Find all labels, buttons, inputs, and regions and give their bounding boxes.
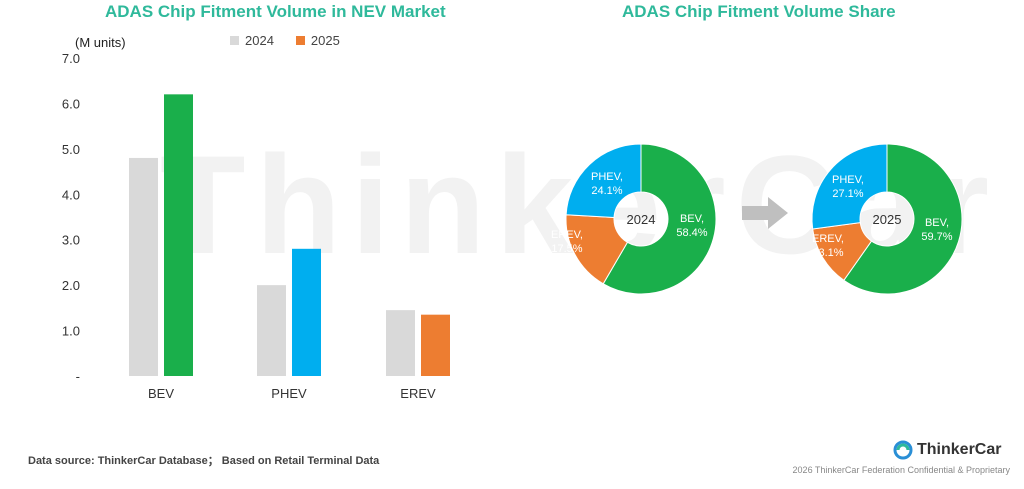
slice-label: BEV,	[680, 213, 704, 225]
x-tick-label: BEV	[148, 386, 174, 401]
slice-value-label: 58.4%	[676, 227, 707, 239]
y-tick-label: 5.0	[62, 142, 80, 157]
donut-slice-bev-2025	[843, 143, 963, 295]
bar-erev-2024	[386, 310, 415, 376]
y-tick-label: 2.0	[62, 278, 80, 293]
slice-value-label: 24.1%	[591, 185, 622, 197]
legend-label-2025: 2025	[310, 33, 340, 48]
pie-chart-title: ADAS Chip Fitment Volume Share	[622, 2, 896, 21]
bar-phev-2025	[292, 248, 321, 376]
footer-confidential: 2026 ThinkerCar Federation Confidential …	[792, 465, 1010, 475]
donut-charts: BEV, 58.4% EREV, 17.5% PHEV, 24.1% 2024 BEV, 59.…	[551, 143, 963, 295]
y-tick-label: 6.0	[62, 96, 80, 111]
donut-slice-erev-2024	[565, 214, 629, 285]
bar-chart-title: ADAS Chip Fitment Volume in NEV Market	[105, 2, 446, 21]
slice-label: BEV,	[925, 217, 949, 229]
logo-mark-icon	[893, 440, 913, 460]
y-tick-label: 4.0	[62, 187, 80, 202]
bar-erev-2025	[421, 314, 450, 376]
bar-bev-2024	[129, 157, 158, 376]
slice-value-label: 13.1%	[812, 247, 843, 259]
bar-chart: - 1.0 2.0 3.0 4.0 5.0 6.0 7.0 BEV PHEV EREV	[62, 51, 450, 401]
bar-phev-2024	[257, 285, 286, 376]
bar-bev-2025	[164, 94, 193, 376]
y-tick-label: -	[76, 369, 80, 384]
legend-swatch-2025	[295, 36, 305, 45]
slice-label: EREV,	[812, 233, 844, 245]
arrow-right-icon	[742, 197, 788, 229]
slice-label: EREV,	[551, 229, 583, 241]
y-tick-label: 1.0	[62, 324, 80, 339]
y-tick-label: 7.0	[62, 51, 80, 66]
logo-text: ThinkerCar	[917, 441, 1002, 458]
slice-label: PHEV,	[591, 171, 623, 183]
donut-center-label: 2024	[627, 212, 656, 227]
donut-center-label: 2025	[873, 212, 902, 227]
slice-value-label: 27.1%	[832, 188, 863, 200]
donut-slice-phev-2025	[811, 143, 888, 230]
slice-value-label: 59.7%	[921, 231, 952, 243]
legend-item-2024: 2024	[230, 33, 274, 48]
donut-slice-phev-2024	[565, 143, 642, 219]
legend-item-2025: 2025	[295, 33, 340, 48]
y-axis-unit-label: (M units)	[75, 35, 126, 50]
bar-legend: 2024 2025	[230, 33, 340, 48]
logo: ThinkerCar	[893, 440, 1001, 460]
donut-slice-bev-2024	[602, 143, 717, 295]
slice-value-label: 17.5%	[551, 243, 582, 255]
slice-label: PHEV,	[832, 174, 864, 186]
x-tick-label: PHEV	[271, 386, 307, 401]
data-source-note: Data source: ThinkerCar Database； Based …	[28, 455, 380, 467]
legend-label-2024: 2024	[245, 33, 274, 48]
x-tick-label: EREV	[400, 386, 436, 401]
legend-swatch-2024	[230, 36, 239, 45]
y-tick-label: 3.0	[62, 233, 80, 248]
